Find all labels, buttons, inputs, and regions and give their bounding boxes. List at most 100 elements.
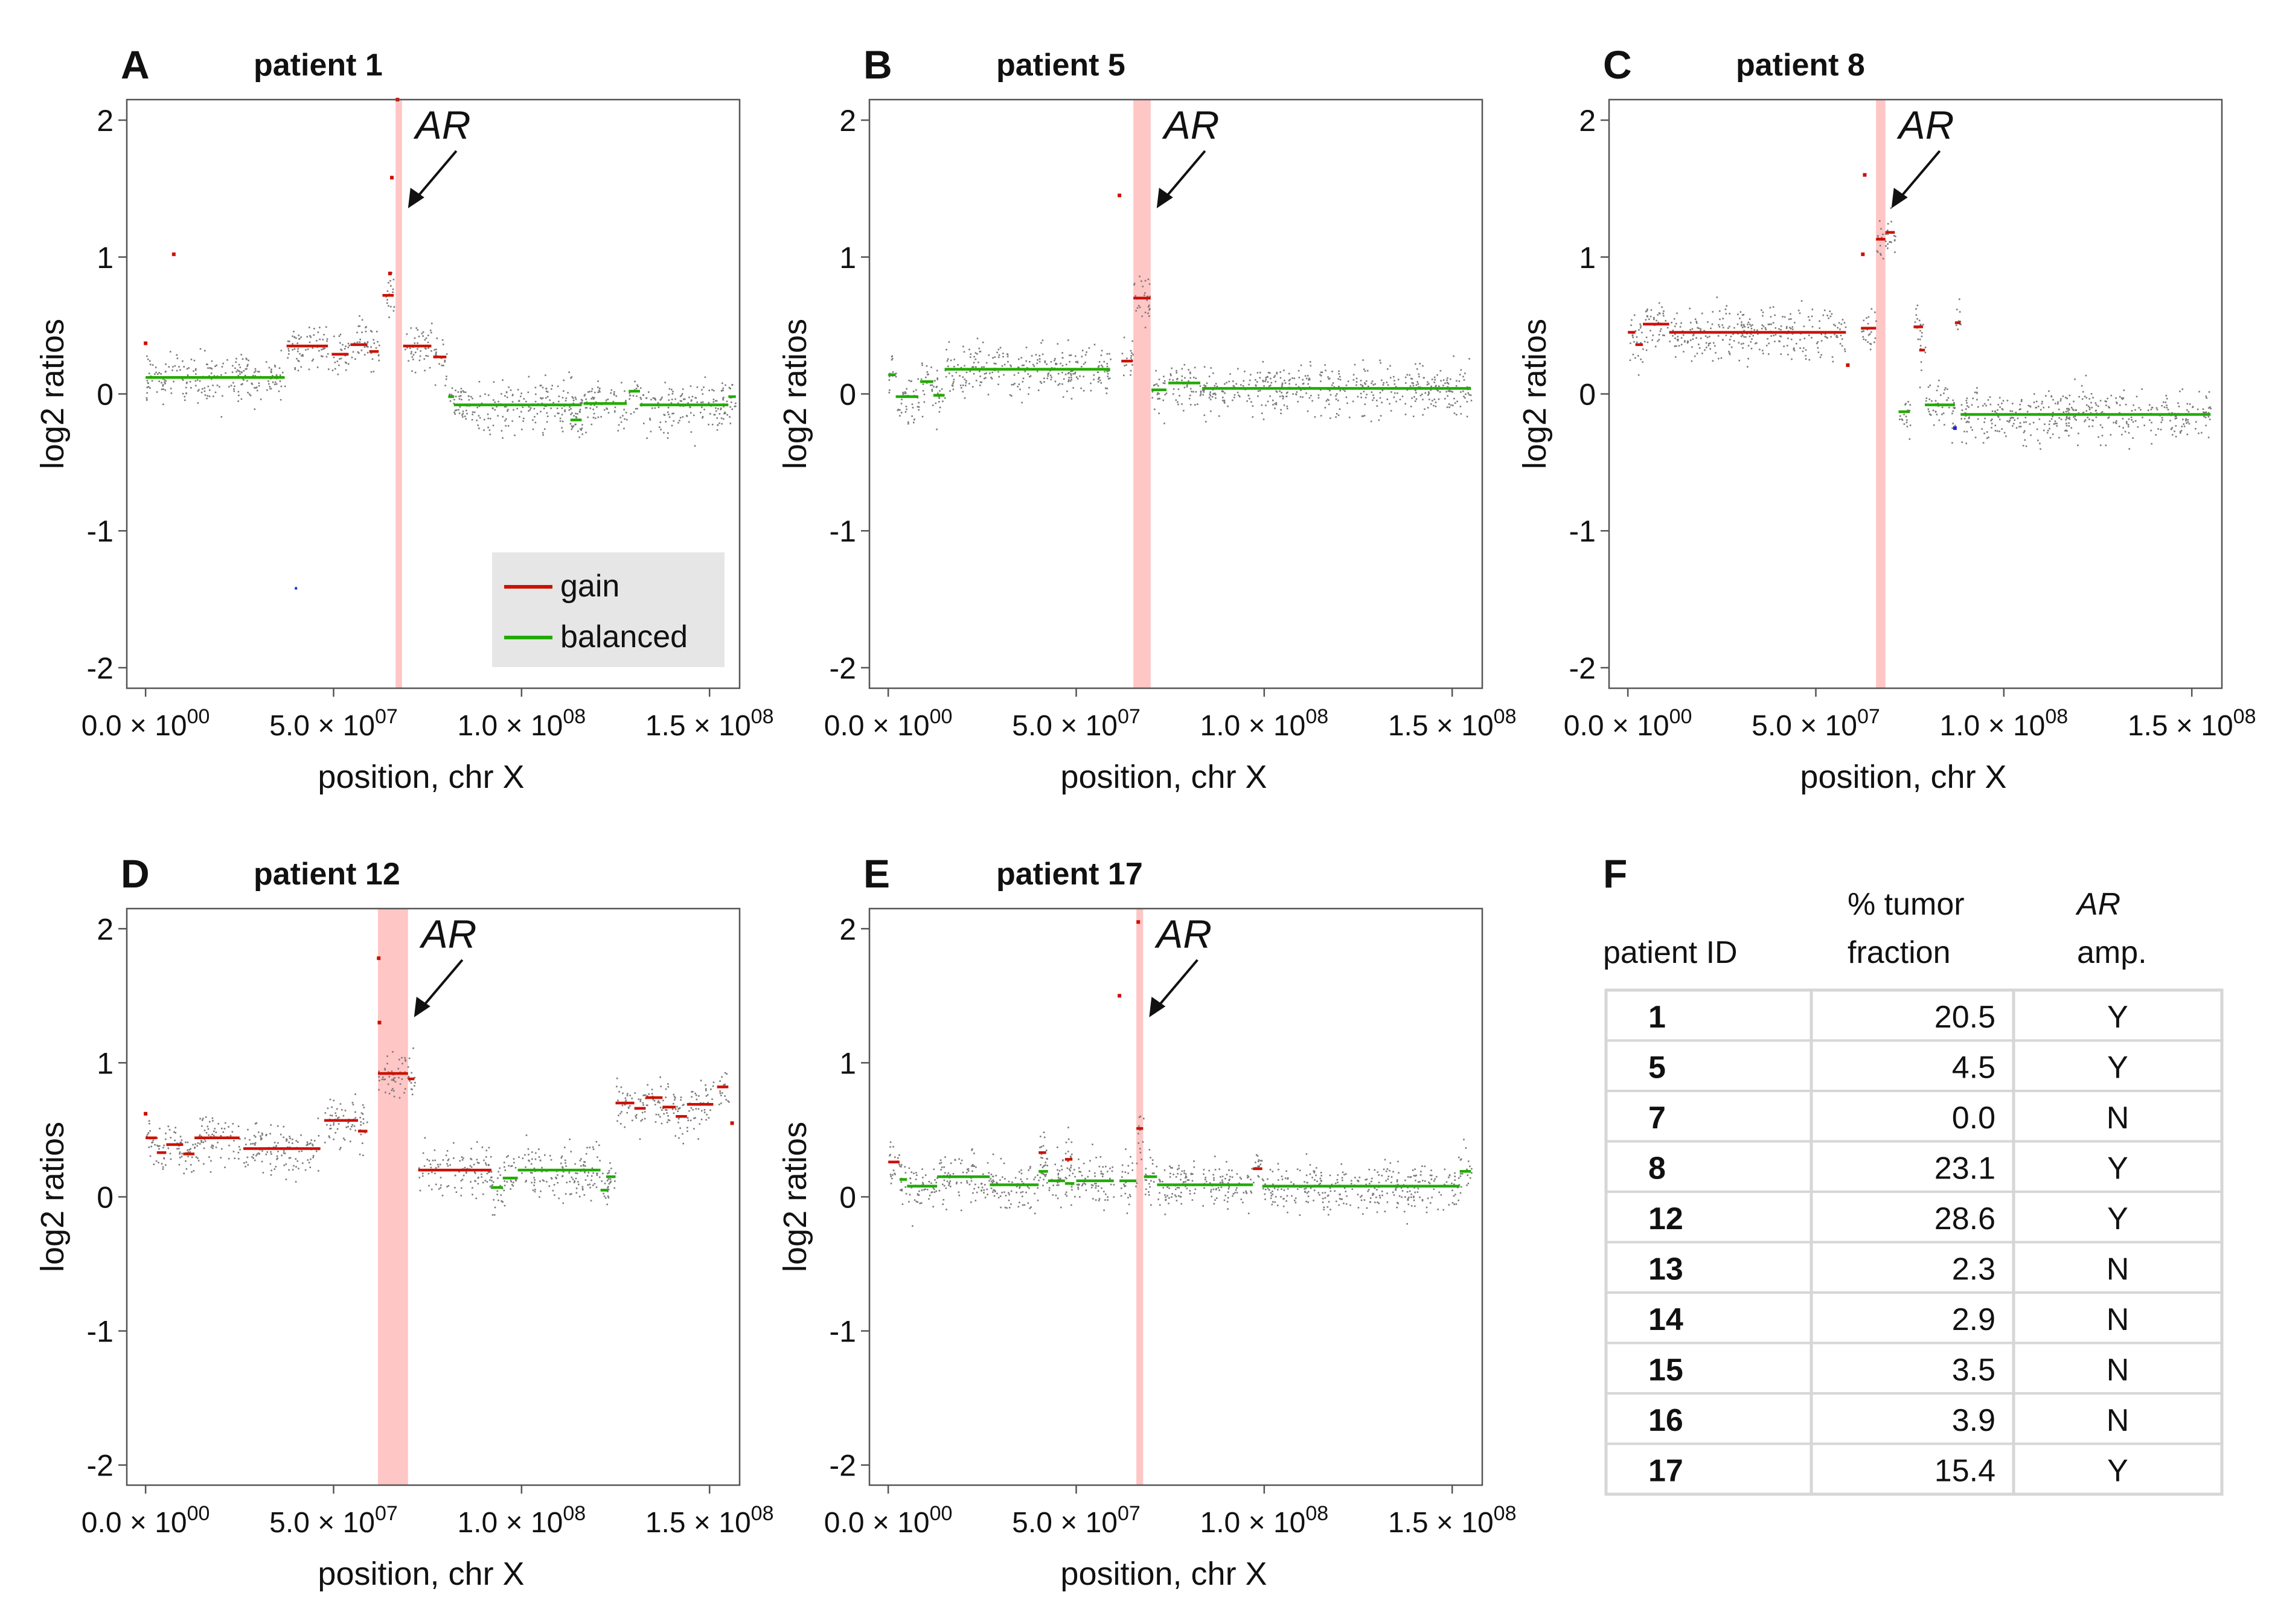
bin-point [921,362,923,365]
bin-point [936,377,938,379]
bin-point [1772,322,1774,324]
bin-point [2208,391,2210,393]
bin-point [1889,241,1890,243]
bin-point [545,397,547,399]
bin-point [1106,363,1108,365]
y-tick-label: 0 [97,378,114,412]
bin-point [635,1115,636,1117]
bin-point [442,344,444,345]
bin-point [378,1076,380,1078]
bin-point [688,421,690,423]
bin-point [639,1099,642,1101]
bin-point [904,1186,906,1188]
bin-point [2088,398,2090,400]
bin-point [1180,1173,1182,1175]
bin-point [296,1160,299,1162]
bin-point [1121,1164,1124,1166]
bin-point [623,427,625,429]
bin-point [632,395,635,397]
bin-point [1977,406,1979,408]
bin-point [1072,372,1074,375]
bin-point [1983,403,1986,405]
bin-point [1103,1209,1105,1211]
bin-point [2084,419,2087,421]
bin-point [708,401,710,404]
bin-point [183,1172,185,1174]
bin-point [1270,1192,1272,1194]
bin-point [959,375,961,377]
bin-point [941,1166,943,1168]
bin-point [1338,372,1340,375]
bin-point [729,406,731,408]
bin-point [414,371,417,374]
y-tick-label: -1 [87,1315,114,1349]
bin-point [629,394,631,397]
bin-point [258,1131,260,1133]
bin-point [234,1157,235,1159]
bin-point [1965,415,1967,417]
bin-point [510,1165,512,1168]
x-tick-mantissa: 1.5 [645,1507,686,1539]
bin-point [971,1164,974,1166]
bin-point [1362,385,1363,386]
bin-point [1189,388,1192,390]
bin-point [213,395,214,397]
bin-point [2116,420,2117,422]
bin-point [929,384,932,386]
bin-point [276,1155,278,1157]
bin-point [148,1120,150,1122]
bin-point [161,1163,163,1165]
bin-point [199,1143,201,1145]
bin-point [1371,1180,1372,1183]
bin-point [690,431,693,433]
bin-point [525,1181,526,1183]
bin-point [1302,382,1305,385]
bin-point [2032,421,2035,424]
bin-point [1863,338,1865,340]
bin-point [1320,380,1322,382]
bin-point [168,1129,171,1131]
y-tick-label: 0 [839,378,856,412]
bin-point [1397,1183,1399,1186]
bin-point [2115,422,2117,424]
bin-point [277,1142,279,1144]
bin-point [1016,1186,1018,1188]
bin-point [2119,404,2121,406]
bin-point [1061,365,1064,366]
bin-point [574,396,577,398]
bin-point [1345,1203,1348,1205]
bin-point [1270,1195,1273,1197]
bin-point [1151,1172,1154,1174]
bin-point [890,1183,892,1184]
bin-point [1382,384,1384,386]
bin-point [584,1165,586,1167]
bin-point [1151,1163,1154,1165]
bin-point [928,1181,930,1183]
bin-point [1272,1191,1273,1192]
bin-point [599,1160,601,1162]
bin-point [1965,408,1967,410]
bin-point [2057,403,2059,405]
bin-point [2058,417,2060,419]
bin-point [1267,1178,1269,1180]
bin-point [976,353,978,355]
bin-point [910,1171,912,1173]
bin-point [157,1145,159,1147]
bin-point [1305,392,1307,394]
bin-point [534,1158,537,1160]
bin-point [330,1128,332,1130]
bin-point [1631,319,1633,321]
bin-point [1750,333,1752,335]
bin-point [1177,1173,1179,1175]
bin-point [1019,388,1021,391]
bin-point [2160,429,2162,430]
bin-point [720,1102,722,1104]
bin-point [677,402,679,404]
bin-point [1799,347,1801,349]
bin-point [1791,333,1794,335]
bin-point [1386,368,1389,370]
bin-point [2030,434,2032,436]
bin-point [280,398,282,401]
bin-point [2134,409,2136,411]
bin-point [1286,405,1288,408]
